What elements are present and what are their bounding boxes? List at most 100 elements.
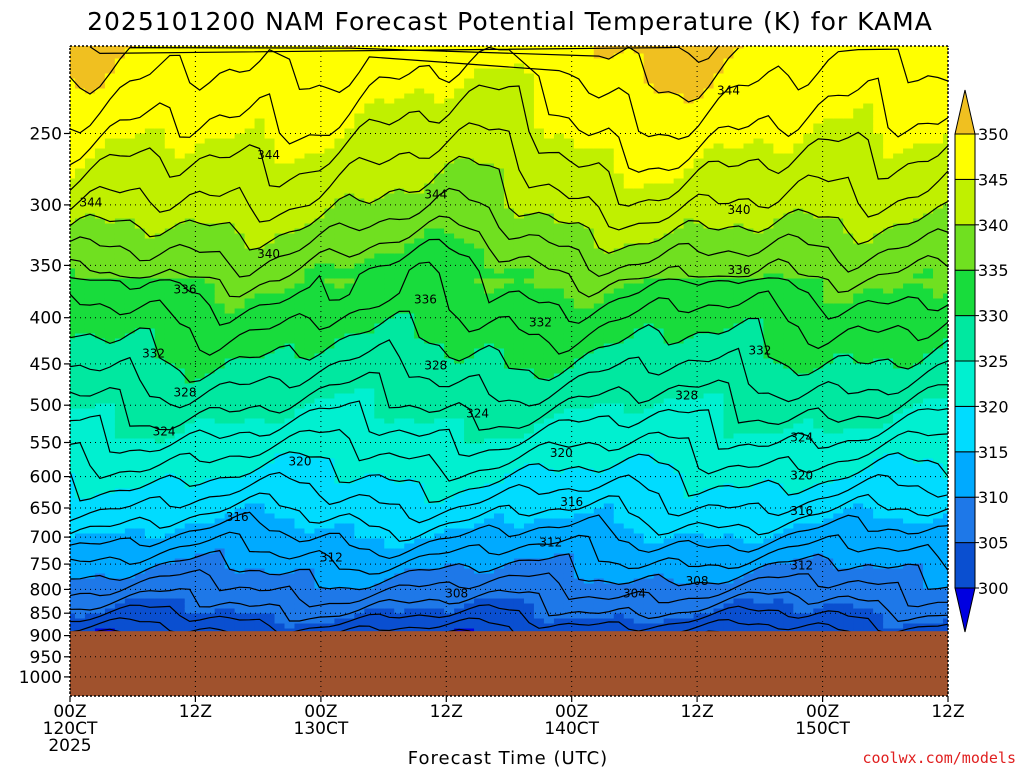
band-cell (284, 488, 296, 495)
band-cell (264, 73, 276, 80)
band-cell (304, 393, 316, 400)
band-cell (374, 613, 386, 620)
band-cell (394, 583, 406, 590)
band-cell (274, 473, 286, 480)
band-cell (94, 408, 106, 415)
band-cell (374, 143, 386, 150)
band-cell (304, 563, 316, 570)
band-cell (70, 68, 76, 75)
band-cell (334, 318, 346, 325)
band-cell (224, 443, 236, 450)
band-cell (394, 493, 406, 500)
band-cell (104, 428, 116, 435)
band-cell (424, 93, 435, 100)
band-cell (224, 223, 236, 230)
band-cell (204, 168, 216, 175)
band-cell (194, 328, 206, 335)
band-cell (344, 308, 356, 315)
band-cell (254, 143, 266, 150)
band-cell (70, 328, 76, 335)
band-cell (374, 418, 386, 425)
band-cell (70, 53, 76, 60)
band-cell (94, 53, 106, 60)
band-cell (274, 383, 286, 390)
band-cell (274, 153, 286, 160)
band-cell (214, 623, 226, 630)
band-cell (184, 173, 196, 180)
band-cell (334, 553, 346, 560)
band-cell (254, 518, 266, 525)
band-cell (184, 218, 196, 225)
band-cell (284, 353, 296, 360)
band-cell (304, 358, 316, 365)
band-cell (194, 438, 206, 445)
band-cell (164, 578, 176, 585)
band-cell (84, 243, 96, 250)
band-cell (164, 73, 176, 80)
band-cell (174, 58, 186, 65)
band-cell (424, 623, 435, 630)
band-cell (394, 368, 406, 375)
band-cell (354, 148, 366, 155)
band-cell (70, 253, 76, 260)
band-cell (204, 83, 216, 90)
band-cell (74, 468, 86, 475)
band-cell (104, 518, 116, 525)
band-cell (374, 538, 386, 545)
band-cell (284, 428, 296, 435)
band-cell (84, 568, 96, 575)
band-cell (414, 608, 425, 615)
band-cell (314, 178, 326, 185)
band-cell (354, 323, 366, 330)
band-cell (204, 538, 216, 545)
band-cell (324, 568, 336, 575)
band-cell (294, 358, 306, 365)
band-cell (404, 228, 416, 235)
band-cell (374, 338, 386, 345)
band-cell (234, 158, 246, 165)
band-cell (124, 558, 136, 565)
band-cell (94, 73, 106, 80)
band-cell (124, 388, 136, 395)
band-cell (274, 413, 286, 420)
band-cell (254, 473, 266, 480)
band-cell (184, 418, 196, 425)
band-cell (314, 393, 326, 400)
band-cell (344, 218, 356, 225)
band-cell (374, 363, 386, 370)
band-cell (264, 528, 276, 535)
band-cell (184, 423, 196, 430)
band-cell (184, 333, 196, 340)
band-cell (344, 98, 356, 105)
band-cell (274, 273, 286, 280)
band-cell (364, 613, 376, 620)
band-cell (264, 338, 276, 345)
band-cell (174, 253, 186, 260)
band-cell (154, 228, 166, 235)
band-cell (214, 53, 226, 60)
band-cell (194, 443, 206, 450)
band-cell (124, 458, 136, 465)
band-cell (254, 123, 266, 130)
band-cell (344, 408, 356, 415)
band-cell (314, 88, 326, 95)
band-cell (404, 98, 416, 105)
band-cell (374, 473, 386, 480)
band-cell (204, 198, 216, 205)
band-cell (354, 428, 366, 435)
band-cell (74, 318, 86, 325)
band-cell (304, 518, 316, 525)
band-cell (324, 238, 336, 245)
band-cell (384, 303, 396, 310)
band-cell (74, 508, 86, 515)
band-cell (284, 263, 296, 270)
band-cell (314, 418, 326, 425)
band-cell (184, 408, 196, 415)
band-cell (294, 213, 306, 220)
band-cell (244, 488, 256, 495)
band-cell (424, 608, 435, 615)
band-cell (254, 368, 266, 375)
band-cell (74, 198, 86, 205)
band-cell (424, 573, 435, 580)
band-cell (404, 113, 416, 120)
